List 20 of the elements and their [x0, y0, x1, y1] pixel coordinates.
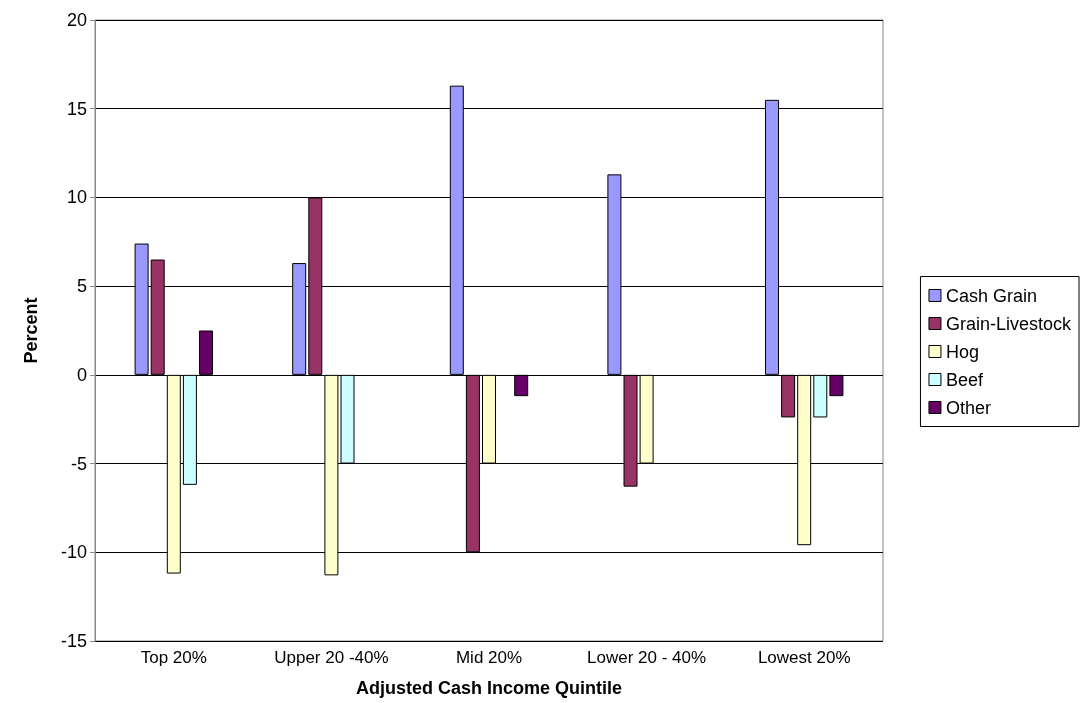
y-tick-label: 15 [66, 98, 87, 119]
y-tick-label: -5 [70, 453, 87, 474]
y-tick-label: 20 [66, 10, 87, 30]
legend-label: Grain-Livestock [945, 313, 1072, 334]
x-tick-label: Lower 20 - 40% [587, 648, 707, 667]
y-tick-label: -15 [60, 631, 87, 651]
x-tick-label: Lowest 20% [757, 648, 851, 667]
x-tick-label: Top 20% [140, 648, 207, 667]
y-tick-label: -10 [60, 542, 87, 563]
y-tick-label: 10 [66, 187, 87, 208]
x-tick-label: Mid 20% [455, 648, 523, 667]
legend-label: Other [945, 397, 991, 418]
legend-label: Beef [945, 369, 984, 390]
legend-label: Hog [945, 341, 979, 362]
y-axis-title: Percent [21, 297, 41, 364]
legend-label: Cash Grain [945, 285, 1037, 306]
x-axis-title: Adjusted Cash Income Quintile [355, 678, 623, 698]
y-tick-label: 5 [76, 276, 87, 297]
y-tick-label: 0 [76, 364, 87, 385]
x-tick-label: Upper 20 -40% [274, 648, 389, 667]
